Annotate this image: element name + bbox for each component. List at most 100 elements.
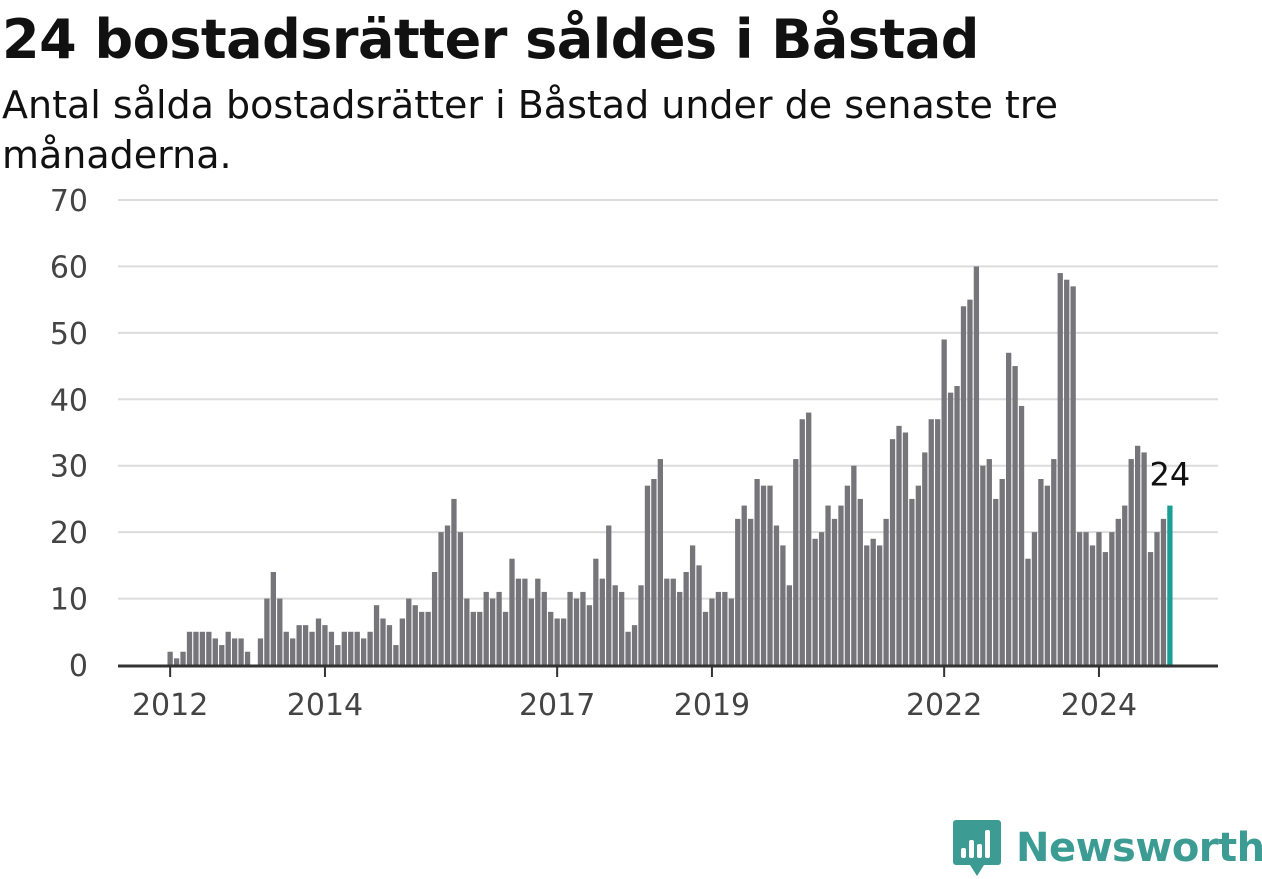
bar <box>328 631 335 665</box>
bar <box>335 645 341 665</box>
y-tick-label: 40 <box>50 383 88 418</box>
bar <box>851 465 857 665</box>
bar <box>741 505 747 665</box>
bar <box>1089 545 1096 665</box>
bar <box>573 598 580 665</box>
bar <box>683 572 689 665</box>
bar <box>354 631 360 665</box>
bar <box>1115 518 1121 665</box>
bar <box>232 638 238 665</box>
bar <box>993 498 999 665</box>
chart-title: 24 bostadsrätter såldes i Båstad <box>2 8 979 71</box>
bar <box>709 598 715 665</box>
bar <box>799 419 805 665</box>
bar <box>1167 505 1173 665</box>
bar <box>1070 286 1076 665</box>
bar <box>315 618 322 665</box>
bar <box>980 465 986 665</box>
bar <box>1102 552 1109 665</box>
chart-subtitle: Antal sålda bostadsrätter i Båstad under… <box>2 83 1058 177</box>
bar <box>818 532 825 665</box>
bar <box>689 545 696 665</box>
y-tick-label: 30 <box>50 450 88 485</box>
bar <box>1147 552 1154 665</box>
bar <box>696 565 702 665</box>
bar <box>180 651 186 665</box>
bar <box>199 631 206 665</box>
bar <box>644 485 651 665</box>
bar <box>567 591 573 665</box>
x-tick-label: 2019 <box>674 688 750 723</box>
bar <box>947 392 954 665</box>
bar <box>625 631 631 665</box>
bar <box>496 591 502 665</box>
bar <box>522 578 528 665</box>
x-tick-label: 2024 <box>1061 688 1137 723</box>
bar <box>367 631 373 665</box>
bar <box>606 525 612 665</box>
x-tick-label: 2022 <box>906 688 982 723</box>
bar <box>380 618 386 665</box>
bar <box>193 631 199 665</box>
bar <box>219 645 225 665</box>
bar <box>986 459 992 665</box>
last-value-label: 24 <box>1150 456 1191 494</box>
bar <box>1044 485 1050 665</box>
bar <box>1154 532 1160 665</box>
bar <box>612 585 618 665</box>
bar <box>877 545 883 665</box>
bar <box>999 479 1005 665</box>
x-tick-label: 2012 <box>132 688 208 723</box>
bar <box>631 625 638 665</box>
bar <box>1057 273 1063 665</box>
bar <box>483 591 489 665</box>
bar <box>896 425 902 665</box>
bar <box>599 578 605 665</box>
bar <box>651 479 657 665</box>
bar <box>670 578 676 665</box>
bar <box>173 658 180 665</box>
bar <box>954 386 960 665</box>
bar <box>973 266 980 665</box>
bar <box>825 505 831 665</box>
bar <box>760 485 767 665</box>
bar <box>1038 479 1044 665</box>
bar <box>657 459 663 665</box>
bar <box>915 485 921 665</box>
bar <box>883 518 889 665</box>
x-tick-label: 2014 <box>287 688 363 723</box>
bar <box>264 598 270 665</box>
bar <box>470 611 476 665</box>
bar <box>586 605 593 665</box>
bar <box>1109 532 1115 665</box>
y-tick-label: 50 <box>50 317 88 352</box>
bar <box>425 611 431 665</box>
bar <box>773 525 780 665</box>
bar <box>941 339 947 665</box>
bar-chart: 0 10 20 30 40 50 60 70 2012 2014 2017 2019 2022 2024 2… <box>50 184 1218 723</box>
bar <box>341 631 347 665</box>
bar <box>728 598 734 665</box>
bar <box>702 611 709 665</box>
bar <box>1122 505 1128 665</box>
bar <box>1025 558 1031 665</box>
bar <box>464 598 470 665</box>
bar <box>490 598 496 665</box>
bar <box>244 651 251 665</box>
bar <box>309 631 315 665</box>
bar <box>754 479 760 665</box>
bar <box>767 485 773 665</box>
bar <box>225 631 231 665</box>
bar <box>780 545 786 665</box>
y-tick-label: 20 <box>50 516 88 551</box>
brand-name: Newsworthy <box>1016 825 1262 871</box>
bar <box>535 578 541 665</box>
bar <box>560 618 567 665</box>
bar <box>1141 452 1147 665</box>
bar <box>928 419 934 665</box>
bar <box>922 452 928 665</box>
bar <box>909 498 915 665</box>
bar <box>528 598 534 665</box>
x-tick-label: 2017 <box>519 688 595 723</box>
bar <box>1096 532 1102 665</box>
